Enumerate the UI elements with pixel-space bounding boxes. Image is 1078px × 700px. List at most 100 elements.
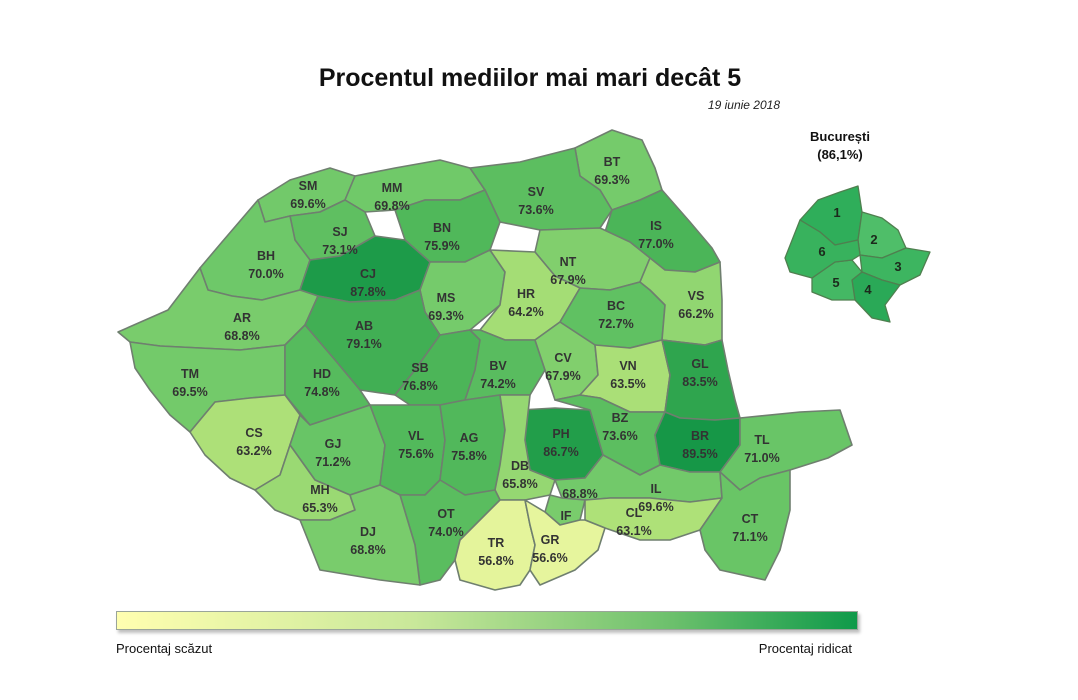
county-code-sv: SV: [528, 185, 545, 199]
county-code-mm: MM: [382, 181, 403, 195]
county-value-cl: 63.1%: [616, 524, 651, 538]
legend-low-label: Procentaj scăzut: [116, 641, 213, 656]
county-value-if: 68.8%: [562, 487, 597, 501]
county-value-il: 69.6%: [638, 500, 673, 514]
county-value-br: 89.5%: [682, 447, 717, 461]
county-code-db: DB: [511, 459, 529, 473]
county-code-gl: GL: [691, 357, 709, 371]
county-value-bh: 70.0%: [248, 267, 283, 281]
county-value-dj: 68.8%: [350, 543, 385, 557]
bucharest-value: (86,1%): [817, 147, 863, 162]
county-ph: [519, 407, 604, 481]
county-value-gj: 71.2%: [315, 455, 350, 469]
county-value-tl: 71.0%: [744, 451, 779, 465]
county-code-br: BR: [691, 429, 709, 443]
county-value-gr: 56.6%: [532, 551, 567, 565]
county-code-ag: AG: [460, 431, 479, 445]
county-value-mm: 69.8%: [374, 199, 409, 213]
county-code-nt: NT: [560, 255, 577, 269]
bucharest-sector-label-6: 6: [818, 244, 825, 259]
county-value-vl: 75.6%: [398, 447, 433, 461]
county-code-cj: CJ: [360, 267, 376, 281]
county-code-sm: SM: [299, 179, 318, 193]
county-code-vs: VS: [688, 289, 705, 303]
bucharest-sector-label-2: 2: [870, 232, 877, 247]
county-code-bz: BZ: [612, 411, 629, 425]
county-code-bh: BH: [257, 249, 275, 263]
map-title: Procentul mediilor mai mari decât 5: [318, 64, 742, 92]
legend-high-label: Procentaj ridicat: [758, 641, 852, 656]
county-value-cj: 87.8%: [350, 285, 385, 299]
county-code-ar: AR: [233, 311, 251, 325]
county-value-ct: 71.1%: [732, 530, 767, 544]
county-code-ab: AB: [355, 319, 373, 333]
map-date: 19 iunie 2018: [707, 98, 780, 112]
bucharest-sector-label-5: 5: [832, 275, 839, 290]
bucharest-sector-label-4: 4: [864, 282, 872, 297]
county-code-if: IF: [560, 509, 571, 523]
county-code-cs: CS: [245, 426, 262, 440]
legend-color-scale: [116, 611, 858, 630]
county-value-ph: 86.7%: [543, 445, 578, 459]
county-value-bv: 74.2%: [480, 377, 515, 391]
bucharest-name: București: [810, 129, 870, 144]
county-code-sb: SB: [411, 361, 428, 375]
county-ag: [439, 394, 506, 496]
county-code-bt: BT: [604, 155, 621, 169]
county-value-is: 77.0%: [638, 237, 673, 251]
county-code-vn: VN: [619, 359, 636, 373]
county-labels-layer: SM 69.6% MM 69.8% BT 69.3% SV 73.6% SJ 73.1% BN 75.…: [172, 155, 779, 568]
county-code-bv: BV: [489, 359, 507, 373]
county-value-bt: 69.3%: [594, 173, 629, 187]
county-value-sm: 69.6%: [290, 197, 325, 211]
county-code-mh: MH: [310, 483, 329, 497]
county-code-ph: PH: [552, 427, 569, 441]
county-value-tm: 69.5%: [172, 385, 207, 399]
county-value-ot: 74.0%: [428, 525, 463, 539]
county-code-tl: TL: [754, 433, 770, 447]
county-value-sv: 73.6%: [518, 203, 553, 217]
county-value-gl: 83.5%: [682, 375, 717, 389]
county-value-bz: 73.6%: [602, 429, 637, 443]
county-code-ot: OT: [437, 507, 455, 521]
county-code-dj: DJ: [360, 525, 376, 539]
county-code-gr: GR: [541, 533, 560, 547]
county-value-sj: 73.1%: [322, 243, 357, 257]
county-value-cv: 67.9%: [545, 369, 580, 383]
county-code-tm: TM: [181, 367, 199, 381]
county-code-sj: SJ: [332, 225, 347, 239]
county-code-vl: VL: [408, 429, 424, 443]
county-value-hr: 64.2%: [508, 305, 543, 319]
county-value-ab: 79.1%: [346, 337, 381, 351]
county-value-bn: 75.9%: [424, 239, 459, 253]
county-value-ag: 75.8%: [451, 449, 486, 463]
county-code-hd: HD: [313, 367, 331, 381]
county-value-ms: 69.3%: [428, 309, 463, 323]
county-code-bn: BN: [433, 221, 451, 235]
bucharest-map: 1 2 3 4 5 6: [784, 185, 931, 323]
county-value-vs: 66.2%: [678, 307, 713, 321]
bucharest-sector-label-1: 1: [833, 205, 840, 220]
county-code-cl: CL: [626, 506, 643, 520]
county-code-is: IS: [650, 219, 662, 233]
bucharest-sector-6: [784, 219, 861, 279]
county-code-ct: CT: [742, 512, 759, 526]
bucharest-sector-label-3: 3: [894, 259, 901, 274]
county-dj: [299, 484, 421, 586]
county-ct: [699, 469, 791, 581]
counties-layer: [117, 129, 853, 591]
county-value-ar: 68.8%: [224, 329, 259, 343]
county-value-tr: 56.8%: [478, 554, 513, 568]
county-value-sb: 76.8%: [402, 379, 437, 393]
county-value-mh: 65.3%: [302, 501, 337, 515]
county-code-cv: CV: [554, 351, 572, 365]
bucharest-inset-title: București (86,1%): [790, 128, 890, 164]
county-value-bc: 72.7%: [598, 317, 633, 331]
county-value-db: 65.8%: [502, 477, 537, 491]
county-code-hr: HR: [517, 287, 535, 301]
county-value-vn: 63.5%: [610, 377, 645, 391]
county-code-ms: MS: [437, 291, 456, 305]
county-code-tr: TR: [488, 536, 505, 550]
county-db: [494, 394, 556, 501]
